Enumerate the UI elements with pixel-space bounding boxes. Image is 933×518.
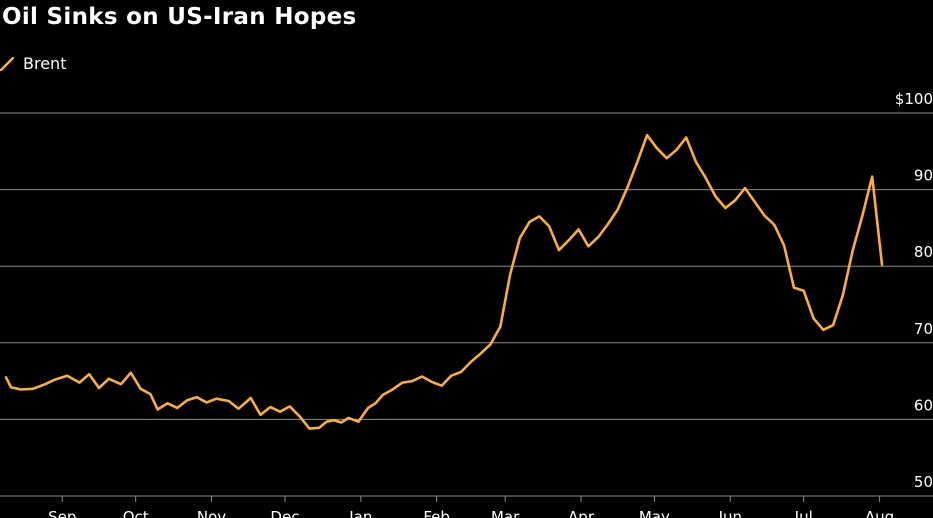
x-tick-label-jul: Jul [794, 508, 813, 518]
y-axis-labels: $100 90 80 70 60 50 [895, 90, 933, 491]
y-tick-label-100: $100 [895, 90, 933, 108]
x-tick-label-oct: Oct [123, 508, 149, 518]
legend-label-brent: Brent [23, 53, 67, 73]
legend: Brent [0, 52, 66, 74]
x-tick-label-nov: Nov [197, 508, 226, 518]
legend-swatch-brent [0, 56, 15, 72]
x-tick-label-jan: Jan [348, 508, 372, 518]
y-tick-label-60: 60 [914, 396, 933, 414]
x-axis: Sep Oct Nov Dec Jan Feb Mar Apr May Jun Jul Aug [0, 495, 933, 518]
chart-title: Oil Sinks on US-Iran Hopes [2, 4, 357, 30]
y-tick-label-50: 50 [914, 473, 933, 491]
x-tick-label-jun: Jun [718, 508, 742, 518]
x-tick-label-may: May [639, 508, 670, 518]
x-tick-label-feb: Feb [423, 508, 450, 518]
legend-line-icon [0, 56, 15, 72]
y-tick-label-90: 90 [914, 167, 933, 185]
x-tick-label-apr: Apr [568, 508, 595, 518]
x-tick-label-aug: Aug [865, 508, 894, 518]
x-tick-label-dec: Dec [270, 508, 299, 518]
x-tick-label-mar: Mar [491, 508, 520, 518]
grid-lines [0, 112, 933, 420]
y-tick-label-70: 70 [914, 320, 933, 338]
x-tick-label-sep: Sep [48, 508, 76, 518]
y-tick-label-80: 80 [914, 243, 933, 261]
series-line-brent [4, 133, 884, 430]
